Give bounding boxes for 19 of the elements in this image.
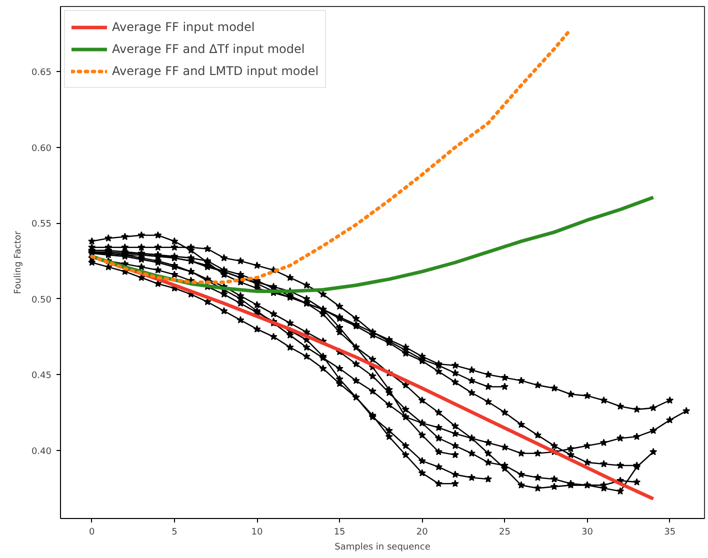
x-tick-label: 25 bbox=[498, 528, 510, 538]
y-tick-label: 0.40 bbox=[31, 446, 52, 457]
legend-label: Average FF input model bbox=[112, 20, 255, 34]
legend-label: Average FF and ΔTf input model bbox=[112, 42, 305, 56]
x-tick-label: 30 bbox=[582, 528, 594, 538]
y-tick-label: 0.50 bbox=[31, 295, 52, 306]
legend-label: Average FF and LMTD input model bbox=[112, 64, 319, 78]
x-tick-label: 10 bbox=[251, 528, 264, 538]
y-tick-label: 0.55 bbox=[31, 220, 52, 230]
x-tick-label: 15 bbox=[334, 528, 346, 538]
x-tick-label: 0 bbox=[89, 528, 96, 538]
y-tick-label: 0.60 bbox=[31, 144, 52, 154]
y-axis-title: Fouling Factor bbox=[13, 230, 24, 294]
x-tick-label: 20 bbox=[416, 528, 428, 538]
y-tick-label: 0.65 bbox=[31, 68, 52, 78]
x-tick-label: 35 bbox=[664, 528, 676, 538]
y-tick-label: 0.45 bbox=[31, 371, 52, 382]
x-tick-label: 5 bbox=[172, 528, 178, 538]
x-axis-title: Samples in sequence bbox=[334, 542, 431, 552]
